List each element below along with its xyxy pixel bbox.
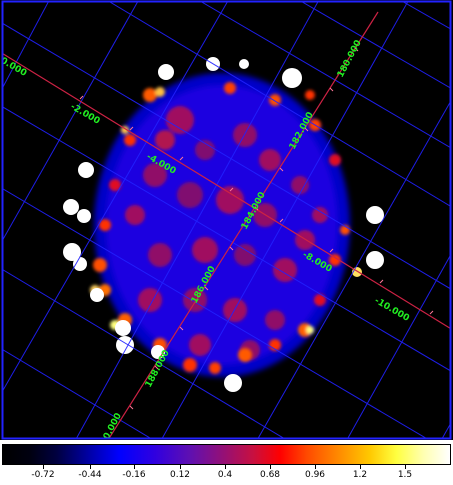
image-frame (1, 0, 452, 440)
colorbar-tick (270, 465, 271, 469)
colorbar-tick (134, 465, 135, 469)
colorbar-tick-label: -0.72 (31, 470, 55, 480)
colorbar-tick-label: -0.44 (78, 470, 102, 480)
colorbar-tick (315, 465, 316, 469)
colorbar-tick (43, 465, 44, 469)
axis-ticks (79, 47, 434, 410)
colorbar-tick (90, 465, 91, 469)
colorbar-tick (180, 465, 181, 469)
colorbar-tick-label: 0.4 (217, 470, 233, 480)
colorbar-tick-label: 1.2 (352, 470, 368, 480)
sky-image-panel[interactable]: 0.000 -2.000 -4.000 184.000 182.000 180.… (0, 0, 453, 440)
axis-lines (3, 11, 451, 438)
colorbar-tick-label: 1.5 (397, 470, 413, 480)
colorbar-tick-label: -0.16 (122, 470, 146, 480)
colorbar-gradient (2, 444, 451, 465)
sky-image: 0.000 -2.000 -4.000 184.000 182.000 180.… (0, 0, 453, 440)
colorbar: -0.72 -0.44 -0.16 0.12 0.4 0.68 0.96 1.2… (0, 442, 453, 485)
colorbar-tick-label: 0.12 (169, 470, 191, 480)
colorbar-tick (360, 465, 361, 469)
colorbar-tick (405, 465, 406, 469)
remnant-emission (90, 73, 350, 377)
colorbar-tick (225, 465, 226, 469)
colorbar-tick-label: 0.96 (304, 470, 326, 480)
colorbar-tick-label: 0.68 (259, 470, 281, 480)
